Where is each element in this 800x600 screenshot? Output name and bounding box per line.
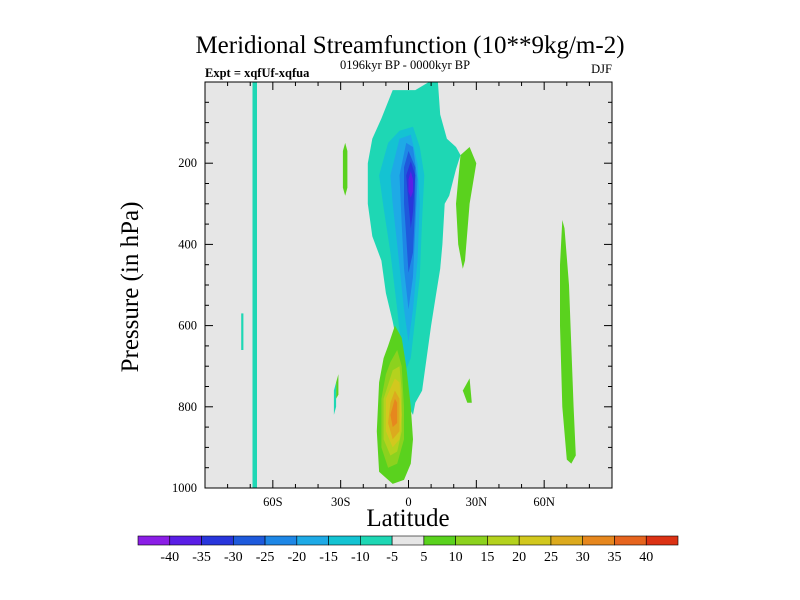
y-tick-label: 200: [178, 156, 197, 170]
x-tick-label: 0: [405, 495, 411, 509]
y-tick-label: 400: [178, 237, 197, 251]
y-tick-label: 800: [178, 400, 197, 414]
colorbar-swatch: [296, 535, 329, 546]
colorbar-label: -10: [351, 550, 370, 565]
region-northern-upper-green-blob: [456, 147, 477, 269]
contour-regions: [241, 82, 576, 488]
colorbar-label: 30: [576, 550, 590, 565]
colorbar: -40 -35 -30 -25 -20 -15 -10 -5 5 10 15 20 25 30 35 40: [137, 535, 679, 565]
region-negative-cell-35: [408, 171, 413, 198]
colorbar-swatch: [137, 535, 171, 546]
chart-subtitle: 0196kyr BP - 0000kyr BP: [340, 58, 470, 72]
colorbar-label: 15: [480, 550, 494, 565]
region-northern-polar-green-band: [560, 220, 576, 464]
season-label: DJF: [591, 62, 612, 76]
colorbar-swatch: [360, 535, 393, 546]
colorbar-label: 10: [449, 550, 463, 565]
colorbar-swatch: [582, 535, 615, 546]
colorbar-label: 35: [607, 550, 621, 565]
colorbar-swatch: [264, 535, 298, 546]
colorbar-swatch: [645, 535, 679, 546]
colorbar-swatch: [423, 535, 456, 546]
plot-area: [204, 81, 613, 489]
colorbar-swatch: [550, 535, 584, 546]
region-antarctic-shallow-strip: [241, 313, 244, 350]
colorbar-swatch: [169, 535, 202, 546]
region-mid-tropic-green-patch: [336, 374, 339, 399]
x-tick-label: 30S: [331, 495, 351, 509]
colorbar-label: -30: [224, 550, 243, 565]
colorbar-swatch: [391, 535, 425, 546]
colorbar-swatch: [487, 535, 520, 546]
region-southern-polar-column: [252, 82, 257, 488]
y-tick-label: 1000: [172, 481, 197, 495]
chart-title: Meridional Streamfunction (10**9kg/m-2): [195, 32, 624, 59]
colorbar-swatch: [518, 535, 552, 546]
colorbar-label: -35: [192, 550, 211, 565]
colorbar-label: -5: [386, 550, 398, 565]
experiment-label: Expt = xqfUf-xqfua: [205, 66, 310, 80]
x-tick-label: 60S: [263, 495, 283, 509]
y-tick-label: 600: [178, 319, 197, 333]
colorbar-label: 40: [639, 550, 653, 565]
colorbar-label: 5: [420, 550, 427, 565]
colorbar-swatch: [614, 535, 647, 546]
colorbar-swatch: [328, 535, 361, 546]
axis-ticks: [205, 82, 612, 489]
x-axis-label: Latitude: [366, 505, 449, 532]
region-northern-low-green-patch: [462, 378, 472, 403]
colorbar-swatch: [201, 535, 234, 546]
colorbar-label: -25: [256, 550, 275, 565]
x-tick-label: 30N: [466, 495, 488, 509]
colorbar-label: -15: [319, 550, 338, 565]
colorbar-swatch: [232, 535, 266, 546]
region-positive-cell-30: [390, 398, 398, 428]
region-southern-upper-green-blob: [342, 142, 348, 196]
colorbar-label: 25: [544, 550, 558, 565]
x-tick-label: 60N: [533, 495, 555, 509]
colorbar-label: 20: [512, 550, 526, 565]
region-mid-tropic-teal-patch: [333, 382, 337, 415]
colorbar-swatch: [455, 535, 488, 546]
colorbar-label: -20: [287, 550, 306, 565]
tick-labels: 60S 30S 0 30N 60N 200 400 600 800 1000: [172, 156, 555, 509]
colorbar-label: -40: [160, 550, 179, 565]
y-axis-label: Pressure (in hPa): [117, 202, 144, 373]
